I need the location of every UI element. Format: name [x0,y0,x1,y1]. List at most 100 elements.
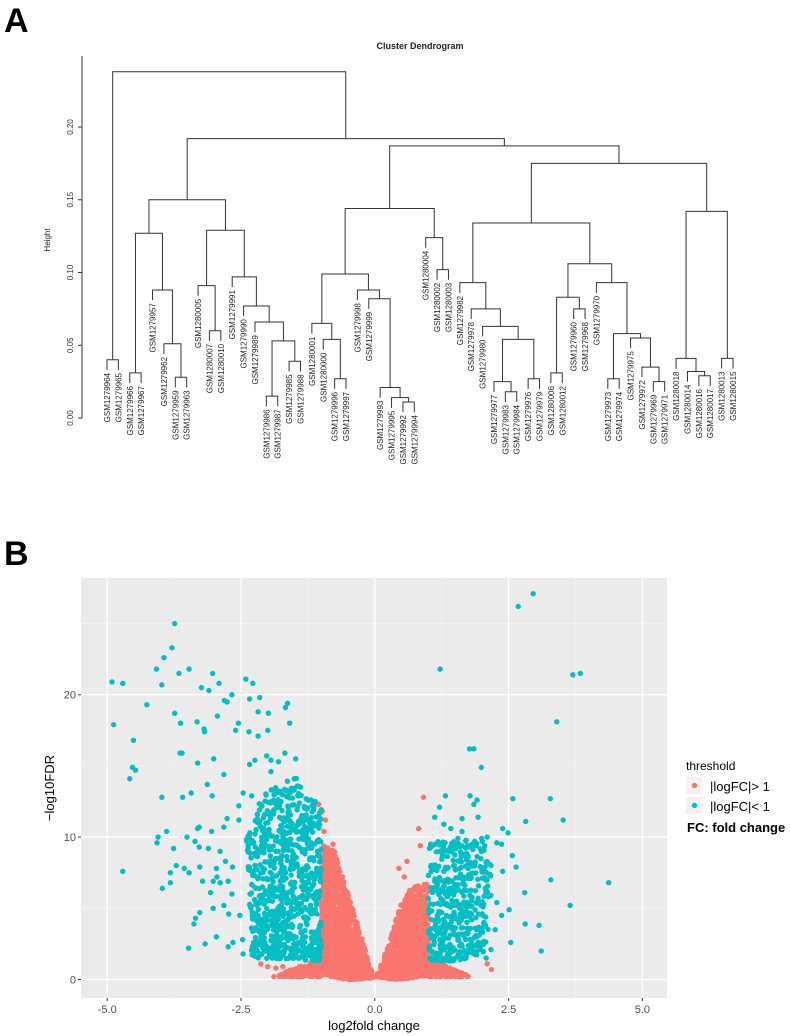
dense-point [302,850,308,857]
dense-point [380,965,386,971]
dendrogram-branch [550,372,563,384]
dense-point [478,927,485,934]
data-point [521,889,528,896]
data-point [197,909,203,916]
dense-point [286,897,292,903]
data-point [257,694,263,701]
dendrogram-branch [686,370,706,382]
dense-point [331,943,337,950]
data-point [221,902,227,909]
dense-point [432,957,439,964]
dense-point [431,866,438,873]
y-tick-label: 0 [70,974,76,986]
dense-point [271,792,277,798]
data-point [225,944,231,950]
dense-point [275,848,281,855]
dense-point [452,843,458,850]
data-point [167,879,174,886]
dense-point [435,889,441,895]
data-point [191,921,197,927]
dense-point [296,939,302,946]
dense-point [329,851,335,858]
dense-point [361,947,368,953]
data-point [436,804,443,810]
dense-point [314,911,320,917]
data-point [196,844,202,850]
dense-point [347,906,353,913]
dense-point [257,862,263,868]
dense-point [248,890,255,896]
dense-point [289,889,295,895]
dense-point [483,877,489,883]
data-point [230,939,236,946]
data-point [265,710,272,716]
legend-note: FC: fold change [687,820,785,835]
dense-point [401,948,407,954]
dense-point [416,900,422,906]
dense-point [265,898,271,904]
data-point [210,905,216,912]
dense-point [312,939,319,946]
data-point [264,753,270,759]
dense-point [294,822,300,829]
dense-point [348,913,355,919]
dense-point [468,917,475,923]
dense-point [354,934,361,940]
dense-point [312,906,318,913]
leaf-label: GSM1280005 [194,298,203,348]
data-point [446,971,452,977]
dense-point [481,843,488,849]
y-tick-label: 0.15 [66,191,75,207]
dense-point [282,868,288,875]
dense-point [288,904,294,911]
dense-point [335,885,341,891]
dense-point [481,893,487,900]
dense-point [305,825,312,832]
data-point [216,680,222,687]
dense-point [299,846,305,853]
dense-point [259,895,265,902]
dense-point [442,864,449,871]
data-point [204,781,210,788]
dense-point [299,943,306,949]
data-point [471,746,477,752]
dendrogram-branch [208,330,222,341]
dense-point [285,844,291,850]
data-point [433,973,440,980]
dense-point [428,926,434,932]
data-point [509,852,516,859]
dense-point [414,947,420,953]
dense-point [304,922,310,928]
data-point [459,815,465,822]
dense-point [411,887,417,893]
data-point [170,845,177,852]
dense-point [407,887,413,894]
dense-point [417,924,424,931]
dense-point [452,852,458,858]
data-point [159,794,165,800]
dense-point [456,905,463,911]
x-tick-label: -5.0 [98,1004,117,1016]
dendrogram-branches [106,71,734,413]
dense-point [348,918,354,925]
data-point [184,834,190,840]
dense-point [450,857,456,864]
dense-point [426,930,432,937]
dense-point [263,820,269,827]
dense-point [404,954,410,960]
dense-point [452,925,459,931]
dense-point [324,925,330,931]
data-point [265,727,271,734]
dense-point [313,893,319,900]
dense-point [323,846,329,853]
dense-point [336,901,342,907]
dense-point [260,815,267,821]
dense-point [318,919,324,925]
dense-point [283,793,290,800]
dense-point [473,915,479,921]
dense-point [245,849,251,855]
dense-point [270,811,277,817]
y-tick-label: 10 [64,832,76,844]
dense-point [439,856,445,862]
dense-point [440,878,447,884]
